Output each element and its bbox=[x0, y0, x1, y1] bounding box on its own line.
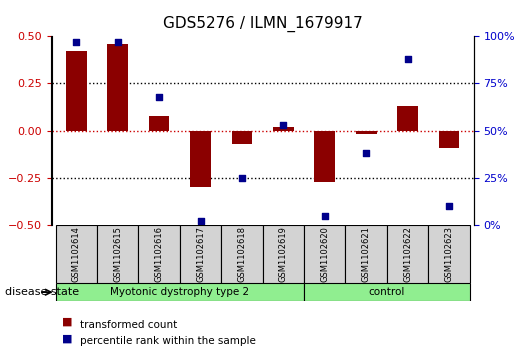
Point bbox=[196, 219, 204, 224]
FancyBboxPatch shape bbox=[304, 283, 470, 301]
Text: Myotonic dystrophy type 2: Myotonic dystrophy type 2 bbox=[110, 287, 249, 297]
Point bbox=[238, 175, 246, 181]
Text: GSM1102623: GSM1102623 bbox=[444, 226, 454, 282]
Text: GSM1102620: GSM1102620 bbox=[320, 226, 329, 282]
Point bbox=[155, 94, 163, 99]
Text: transformed count: transformed count bbox=[80, 320, 177, 330]
FancyBboxPatch shape bbox=[263, 225, 304, 283]
Text: disease state: disease state bbox=[5, 287, 79, 297]
Point bbox=[403, 56, 411, 62]
Point bbox=[114, 39, 122, 45]
Point bbox=[72, 39, 80, 45]
Bar bbox=[273, 127, 294, 131]
Point bbox=[279, 122, 287, 128]
Point bbox=[321, 213, 329, 219]
FancyBboxPatch shape bbox=[346, 225, 387, 283]
Text: percentile rank within the sample: percentile rank within the sample bbox=[80, 336, 256, 346]
FancyBboxPatch shape bbox=[56, 225, 97, 283]
Text: control: control bbox=[369, 287, 405, 297]
Text: GSM1102616: GSM1102616 bbox=[154, 226, 164, 282]
Bar bbox=[232, 131, 252, 144]
Text: GSM1102619: GSM1102619 bbox=[279, 226, 288, 282]
FancyBboxPatch shape bbox=[56, 283, 304, 301]
FancyBboxPatch shape bbox=[221, 225, 263, 283]
Bar bbox=[314, 131, 335, 182]
Text: GSM1102621: GSM1102621 bbox=[362, 226, 371, 282]
FancyBboxPatch shape bbox=[304, 225, 346, 283]
Bar bbox=[66, 52, 87, 131]
Title: GDS5276 / ILMN_1679917: GDS5276 / ILMN_1679917 bbox=[163, 16, 363, 32]
Point bbox=[445, 203, 453, 209]
Bar bbox=[190, 131, 211, 187]
FancyBboxPatch shape bbox=[180, 225, 221, 283]
Text: GSM1102622: GSM1102622 bbox=[403, 226, 412, 282]
Text: GSM1102614: GSM1102614 bbox=[72, 226, 81, 282]
FancyBboxPatch shape bbox=[139, 225, 180, 283]
Bar bbox=[397, 106, 418, 131]
Text: GSM1102617: GSM1102617 bbox=[196, 226, 205, 282]
Text: ■: ■ bbox=[62, 317, 72, 327]
Point bbox=[362, 150, 370, 156]
FancyBboxPatch shape bbox=[387, 225, 428, 283]
FancyBboxPatch shape bbox=[428, 225, 470, 283]
Bar bbox=[108, 44, 128, 131]
Bar bbox=[149, 115, 169, 131]
Bar bbox=[356, 131, 376, 134]
Text: GSM1102618: GSM1102618 bbox=[237, 226, 247, 282]
Bar bbox=[439, 131, 459, 148]
FancyBboxPatch shape bbox=[97, 225, 139, 283]
Text: GSM1102615: GSM1102615 bbox=[113, 226, 122, 282]
Text: ■: ■ bbox=[62, 333, 72, 343]
